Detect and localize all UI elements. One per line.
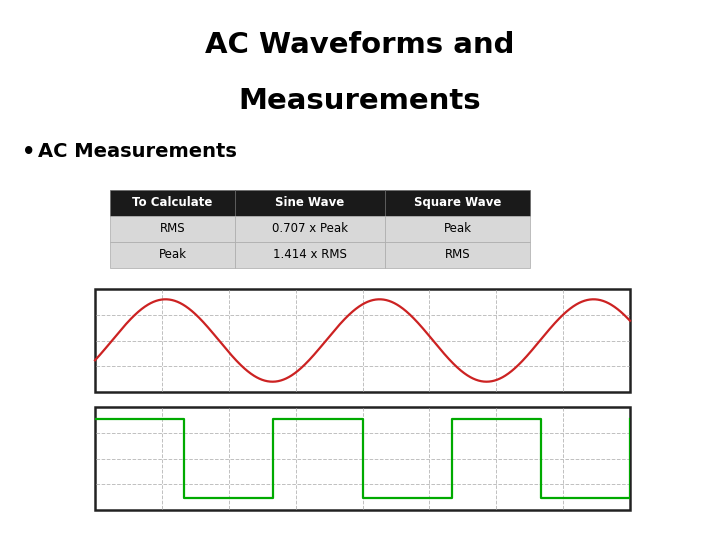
Bar <box>235 215 385 241</box>
Text: Peak: Peak <box>158 248 186 261</box>
Bar <box>235 241 385 268</box>
Bar <box>110 190 235 215</box>
Bar <box>235 190 385 215</box>
Bar <box>385 215 530 241</box>
Text: 1.414 x RMS: 1.414 x RMS <box>273 248 347 261</box>
Text: To Calculate: To Calculate <box>132 196 212 209</box>
Bar <box>385 190 530 215</box>
Bar <box>110 215 235 241</box>
Text: Square Wave: Square Wave <box>414 196 501 209</box>
Text: 0.707 x Peak: 0.707 x Peak <box>272 222 348 235</box>
Text: •: • <box>22 141 35 161</box>
Text: Measurements: Measurements <box>239 87 481 115</box>
Bar <box>385 241 530 268</box>
Text: RMS: RMS <box>445 248 470 261</box>
Text: Sine Wave: Sine Wave <box>275 196 345 209</box>
Bar <box>95 407 630 510</box>
Text: AC Waveforms and: AC Waveforms and <box>205 31 515 59</box>
Text: AC Measurements: AC Measurements <box>38 142 237 161</box>
Text: RMS: RMS <box>160 222 185 235</box>
Text: Peak: Peak <box>444 222 472 235</box>
Bar <box>95 289 630 392</box>
Bar <box>110 241 235 268</box>
